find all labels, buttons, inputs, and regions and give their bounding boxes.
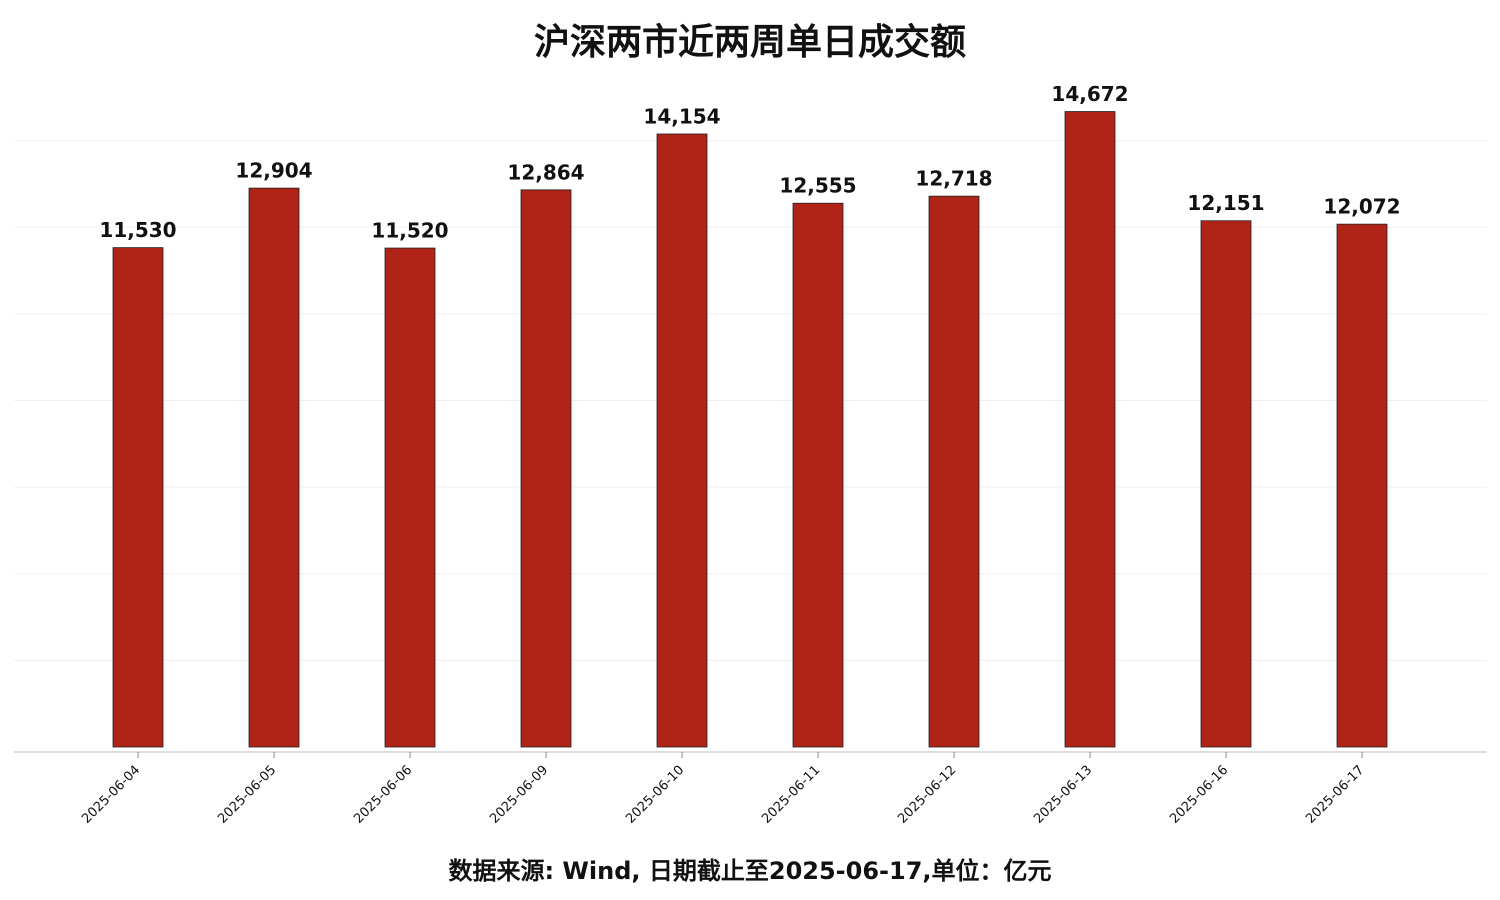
bar: [112, 247, 164, 748]
bar: [384, 247, 436, 748]
bar: [248, 187, 300, 748]
value-label: 11,520: [371, 219, 448, 243]
bar: [1200, 220, 1252, 748]
value-label: 14,672: [1051, 82, 1128, 106]
value-label: 12,151: [1187, 191, 1264, 215]
value-label: 14,154: [643, 104, 720, 128]
value-label: 12,072: [1323, 195, 1400, 219]
chart-title: 沪深两市近两周单日成交额: [534, 21, 966, 63]
bar: [520, 189, 572, 748]
bar: [792, 202, 844, 748]
bar: [1336, 223, 1388, 748]
x-tick-label: 2025-06-16: [1167, 763, 1231, 827]
bar: [656, 133, 708, 748]
value-label: 12,555: [779, 174, 856, 198]
x-tick-label: 2025-06-12: [895, 763, 959, 827]
value-label: 12,718: [915, 167, 992, 191]
x-tick-label: 2025-06-09: [487, 763, 551, 827]
value-label: 12,864: [507, 160, 584, 184]
x-tick-label: 2025-06-17: [1303, 763, 1367, 827]
x-tick-label: 2025-06-11: [759, 763, 823, 827]
x-tick-label: 2025-06-05: [215, 763, 279, 827]
bar: [928, 195, 980, 748]
x-tick-label: 2025-06-10: [623, 763, 687, 827]
chart-source: 数据来源: Wind, 日期截止至2025-06-17,单位：亿元: [448, 857, 1051, 885]
x-tick-label: 2025-06-04: [79, 763, 143, 827]
x-tick-label: 2025-06-06: [351, 763, 415, 827]
x-tick-label: 2025-06-13: [1031, 763, 1095, 827]
bar: [1064, 111, 1116, 748]
value-label: 11,530: [99, 218, 176, 242]
value-label: 12,904: [235, 159, 312, 183]
